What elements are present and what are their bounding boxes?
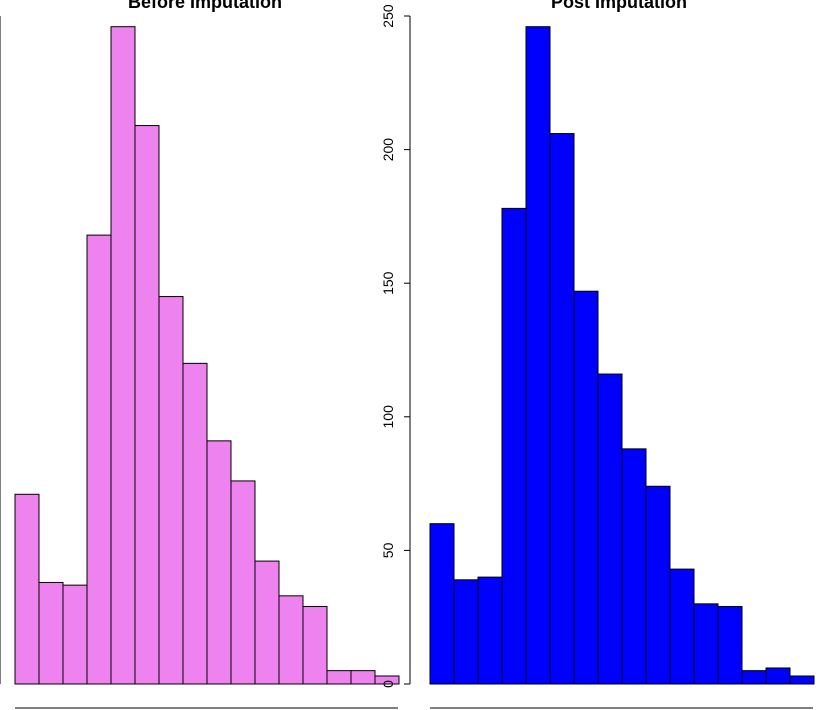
bar [429,523,455,685]
y-tick-label: 100 [380,405,396,429]
y-tick-label: 0 [380,680,396,688]
bar [573,290,599,685]
bar [477,576,503,685]
bar [693,603,719,685]
bar [525,26,551,685]
bar [549,133,575,685]
bar [86,234,112,685]
y-tick-label: 50 [380,542,396,558]
y-tick-label: 250 [380,4,396,28]
bar [597,373,623,685]
bar [374,675,400,685]
bar [278,595,304,685]
bars-before [14,26,400,685]
bar [254,560,280,685]
bar [765,667,791,685]
bar [158,296,184,685]
bar [230,480,256,685]
bar [182,362,208,685]
bar [110,26,136,685]
bar [14,493,40,685]
bar [717,606,743,685]
bar [453,579,479,685]
bar [789,675,815,685]
bar [741,670,767,685]
panel-before-imputation: Before Imputation [0,0,400,709]
bar [62,584,88,685]
y-ticks-post: 0 50 100 150 200 250 [380,4,410,688]
bar [302,606,328,685]
bar [134,125,160,685]
bar [206,440,232,685]
y-tick-label: 150 [380,271,396,295]
bar [350,670,376,685]
panel-post-imputation: Post Imputation 0 50 100 150 200 250 [380,0,815,709]
bar [326,670,352,685]
bar [669,568,695,685]
bar [38,581,64,685]
bar [501,207,527,685]
bar [621,448,647,685]
bar [645,485,671,685]
bars-post [429,26,815,685]
y-tick-label: 200 [380,138,396,162]
chart-title-before: Before Imputation [128,0,282,12]
chart-title-post: Post Imputation [551,0,687,12]
